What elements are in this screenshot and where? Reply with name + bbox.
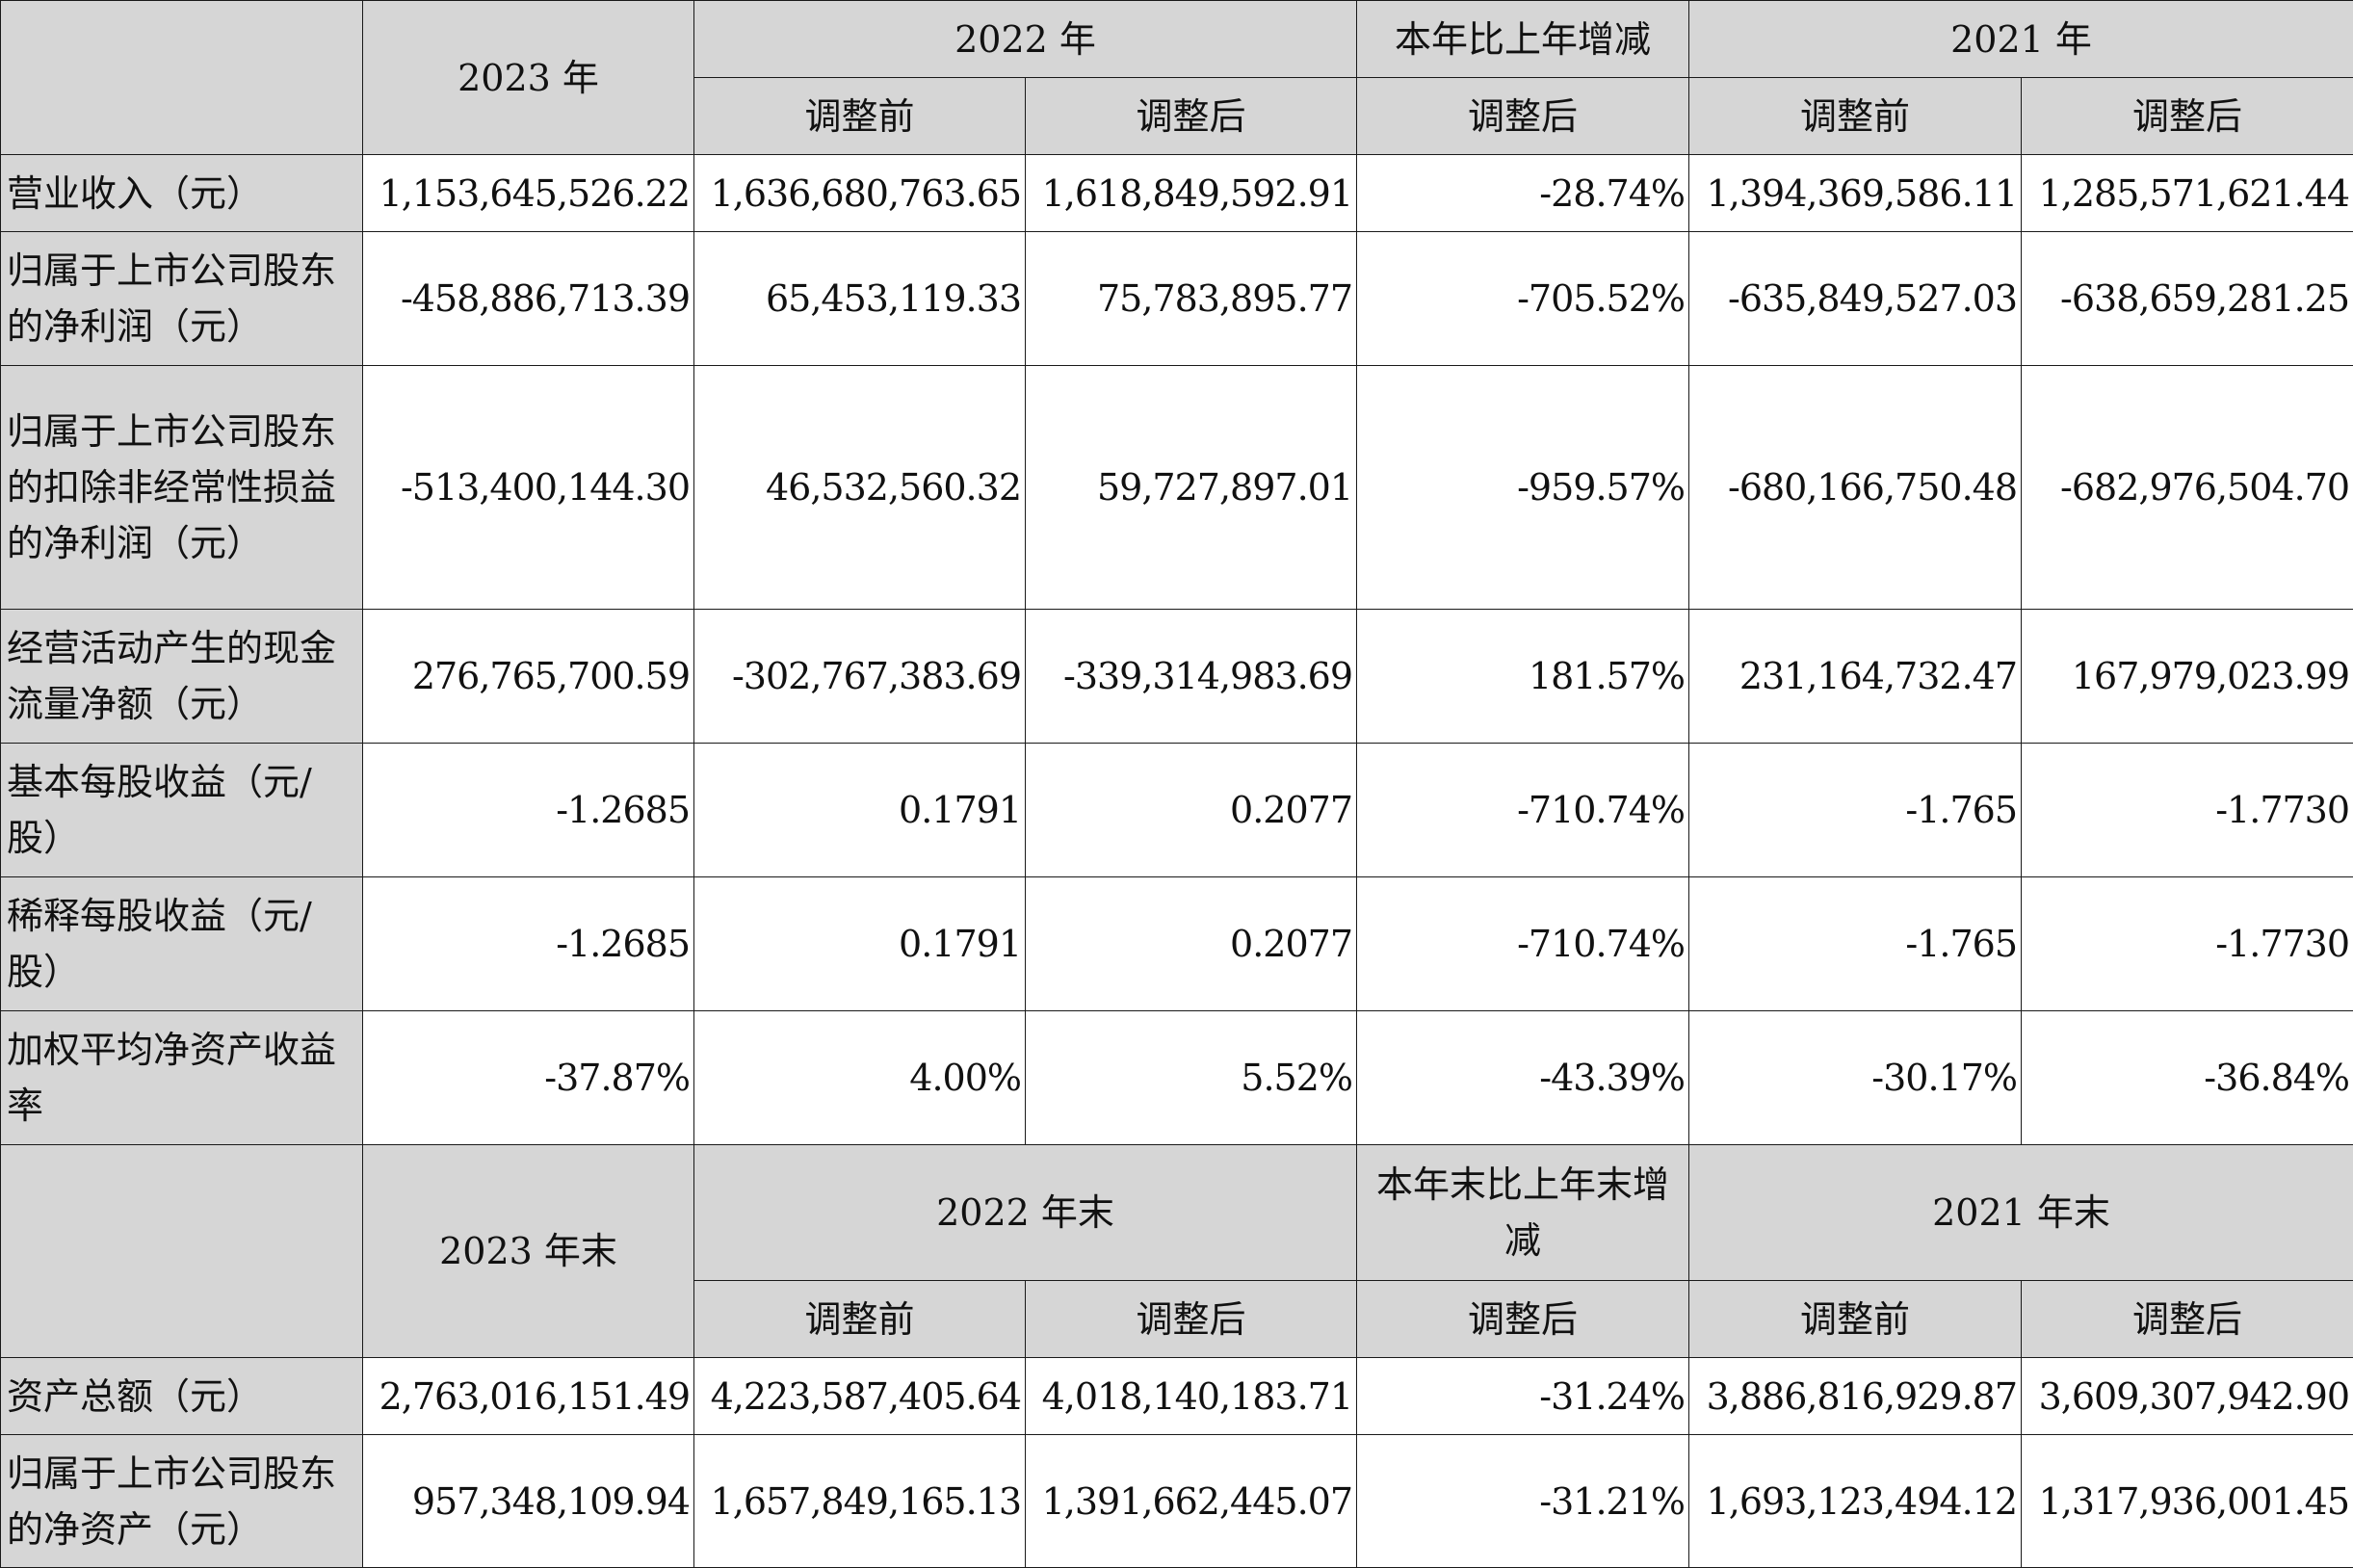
cell-2023: 2,763,016,151.49 [363,1358,694,1435]
cell-change: -710.74% [1357,744,1689,877]
cell-2022-before: 65,453,119.33 [694,232,1026,366]
table-row: 资产总额（元） 2,763,016,151.49 4,223,587,405.6… [1,1358,2353,1435]
cell-change: -31.21% [1357,1435,1689,1568]
cell-2023: -1.2685 [363,877,694,1011]
row-label: 稀释每股收益（元/股） [1,877,363,1011]
cell-2022-after: 0.2077 [1026,744,1357,877]
cell-2022-after: 75,783,895.77 [1026,232,1357,366]
cell-2021-before: -635,849,527.03 [1689,232,2022,366]
cell-2022-before: -302,767,383.69 [694,610,1026,744]
cell-2022-before: 1,657,849,165.13 [694,1435,1026,1568]
table-row: 加权平均净资产收益率 -37.87% 4.00% 5.52% -43.39% -… [1,1011,2353,1145]
cell-2023: -513,400,144.30 [363,366,694,610]
header-2023-end: 2023 年末 [363,1145,694,1358]
row-label: 基本每股收益（元/股） [1,744,363,877]
cell-2021-after: -1.7730 [2022,744,2353,877]
cell-2021-after: -1.7730 [2022,877,2353,1011]
cell-2021-after: -638,659,281.25 [2022,232,2353,366]
row-label: 归属于上市公司股东的扣除非经常性损益的净利润（元） [1,366,363,610]
cell-2021-before: -1.765 [1689,744,2022,877]
row-label: 加权平均净资产收益率 [1,1011,363,1145]
header-2022-end-before: 调整前 [694,1281,1026,1358]
cell-change: -43.39% [1357,1011,1689,1145]
cell-change: -705.52% [1357,232,1689,366]
cell-2022-before: 4,223,587,405.64 [694,1358,1026,1435]
header-2021: 2021 年 [1689,1,2353,78]
table-row: 基本每股收益（元/股） -1.2685 0.1791 0.2077 -710.7… [1,744,2353,877]
cell-2021-before: -680,166,750.48 [1689,366,2022,610]
table-row: 经营活动产生的现金流量净额（元） 276,765,700.59 -302,767… [1,610,2353,744]
cell-2021-before: 1,394,369,586.11 [1689,155,2022,232]
cell-2021-after: -682,976,504.70 [2022,366,2353,610]
cell-2022-before: 0.1791 [694,744,1026,877]
header-2021-end: 2021 年末 [1689,1145,2353,1281]
corner-cell [1,1145,363,1358]
header-change-end: 本年末比上年末增减 [1357,1145,1689,1281]
cell-2023: 1,153,645,526.22 [363,155,694,232]
cell-2022-after: 4,018,140,183.71 [1026,1358,1357,1435]
header-2021-end-before: 调整前 [1689,1281,2022,1358]
cell-2022-before: 1,636,680,763.65 [694,155,1026,232]
cell-2022-after: -339,314,983.69 [1026,610,1357,744]
cell-2022-before: 46,532,560.32 [694,366,1026,610]
cell-change: -710.74% [1357,877,1689,1011]
header-change-end-after: 调整后 [1357,1281,1689,1358]
cell-2021-after: 1,285,571,621.44 [2022,155,2353,232]
table-row: 归属于上市公司股东的净资产（元） 957,348,109.94 1,657,84… [1,1435,2353,1568]
row-label: 营业收入（元） [1,155,363,232]
header-2021-end-after: 调整后 [2022,1281,2353,1358]
cell-2022-before: 4.00% [694,1011,1026,1145]
header-2022: 2022 年 [694,1,1357,78]
header-2022-end-after: 调整后 [1026,1281,1357,1358]
cell-2023: -458,886,713.39 [363,232,694,366]
cell-2022-after: 59,727,897.01 [1026,366,1357,610]
cell-2021-before: 231,164,732.47 [1689,610,2022,744]
cell-2022-before: 0.1791 [694,877,1026,1011]
cell-change: -31.24% [1357,1358,1689,1435]
cell-2022-after: 1,391,662,445.07 [1026,1435,1357,1568]
row-label: 经营活动产生的现金流量净额（元） [1,610,363,744]
cell-2023: -1.2685 [363,744,694,877]
header-2023: 2023 年 [363,1,694,155]
cell-2022-after: 0.2077 [1026,877,1357,1011]
cell-2021-before: -1.765 [1689,877,2022,1011]
table-row: 稀释每股收益（元/股） -1.2685 0.1791 0.2077 -710.7… [1,877,2353,1011]
cell-change: 181.57% [1357,610,1689,744]
corner-cell [1,1,363,155]
header-change-after: 调整后 [1357,78,1689,155]
header-2022-after: 调整后 [1026,78,1357,155]
row-label: 资产总额（元） [1,1358,363,1435]
cell-2023: -37.87% [363,1011,694,1145]
cell-2022-after: 5.52% [1026,1011,1357,1145]
header-2022-end: 2022 年末 [694,1145,1357,1281]
header-change: 本年比上年增减 [1357,1,1689,78]
table-row: 归属于上市公司股东的扣除非经常性损益的净利润（元） -513,400,144.3… [1,366,2353,610]
header-row-year-end: 2023 年末 2022 年末 本年末比上年末增减 2021 年末 [1,1145,2353,1281]
cell-2023: 957,348,109.94 [363,1435,694,1568]
cell-2021-after: -36.84% [2022,1011,2353,1145]
header-2022-before: 调整前 [694,78,1026,155]
cell-2022-after: 1,618,849,592.91 [1026,155,1357,232]
cell-change: -28.74% [1357,155,1689,232]
header-2021-after: 调整后 [2022,78,2353,155]
row-label: 归属于上市公司股东的净资产（元） [1,1435,363,1568]
cell-2021-before: -30.17% [1689,1011,2022,1145]
cell-change: -959.57% [1357,366,1689,610]
cell-2023: 276,765,700.59 [363,610,694,744]
table-row: 归属于上市公司股东的净利润（元） -458,886,713.39 65,453,… [1,232,2353,366]
header-2021-before: 调整前 [1689,78,2022,155]
cell-2021-before: 3,886,816,929.87 [1689,1358,2022,1435]
cell-2021-before: 1,693,123,494.12 [1689,1435,2022,1568]
header-row-years: 2023 年 2022 年 本年比上年增减 2021 年 [1,1,2353,78]
table-row: 营业收入（元） 1,153,645,526.22 1,636,680,763.6… [1,155,2353,232]
row-label: 归属于上市公司股东的净利润（元） [1,232,363,366]
cell-2021-after: 3,609,307,942.90 [2022,1358,2353,1435]
cell-2021-after: 1,317,936,001.45 [2022,1435,2353,1568]
cell-2021-after: 167,979,023.99 [2022,610,2353,744]
